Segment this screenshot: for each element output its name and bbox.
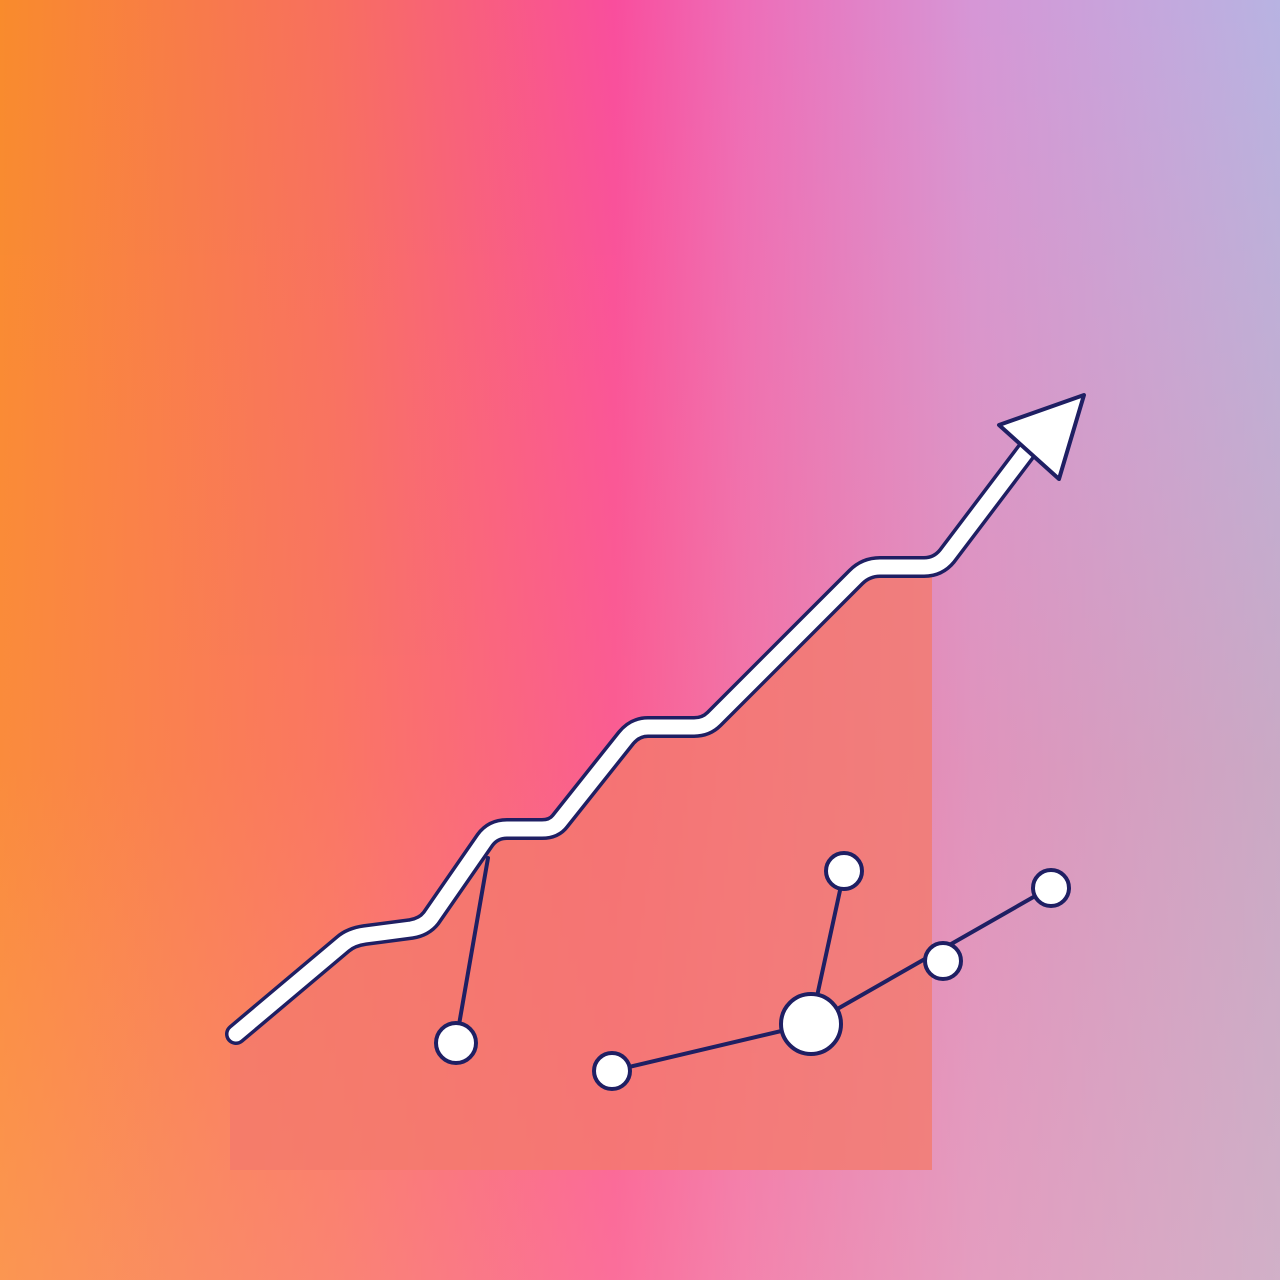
trend-line — [228, 437, 1039, 1042]
network-node-icon — [779, 992, 843, 1056]
link-left-center — [610, 1022, 813, 1073]
network-node-icon — [1031, 868, 1071, 908]
link-trend-node — [454, 856, 490, 1044]
network-node-icon — [923, 941, 963, 981]
network-nodes — [434, 851, 1071, 1091]
coral-panel — [230, 563, 932, 1170]
upward-trend-arrow-icon — [997, 393, 1086, 481]
network-node-icon — [434, 1021, 478, 1065]
network-node-icon — [824, 851, 864, 891]
network-node-icon — [592, 1051, 632, 1091]
